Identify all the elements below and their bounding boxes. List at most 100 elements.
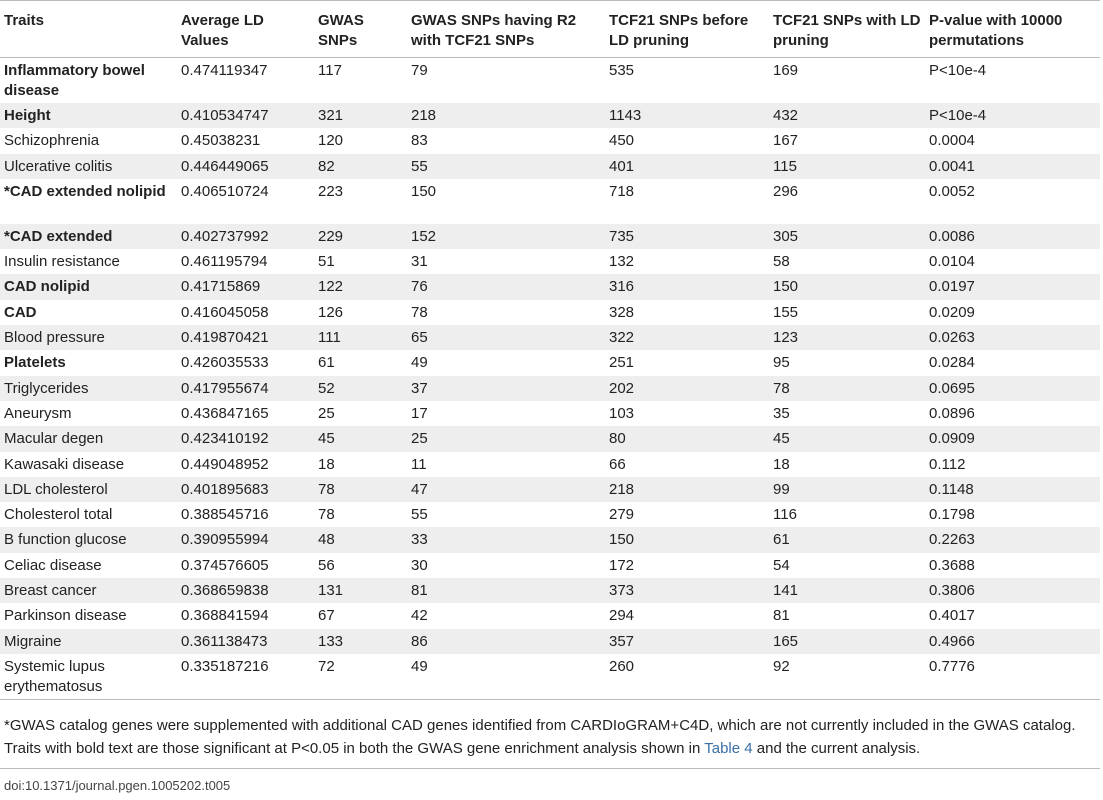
cell-trait: Parkinson disease	[4, 607, 127, 625]
cell-tcf21-pruned: 155	[773, 303, 799, 321]
cell-tcf21-pruned: 169	[773, 62, 799, 79]
cell-average-ld: 0.335187216	[181, 657, 269, 675]
cell-trait: Macular degen	[4, 430, 104, 448]
cell-tcf21-pruned: 78	[773, 379, 790, 397]
cell-gwas-snps: 51	[318, 253, 335, 271]
table-row: *CAD extended 0.402737992 229 152 735 305 0.00…	[0, 223, 1100, 250]
cell-tcf21-pruned: 116	[773, 506, 797, 524]
cell-gwas-r2: 17	[411, 404, 428, 422]
cell-gwas-snps: 82	[318, 157, 335, 175]
cell-p-value: 0.0041	[929, 157, 975, 175]
cell-p-value: 0.4017	[929, 607, 975, 625]
cell-tcf21-before: 150	[609, 531, 635, 549]
cell-gwas-r2: 78	[411, 303, 428, 321]
table-row: Insulin resistance 0.461195794 51 31 132 58 0.…	[0, 249, 1100, 275]
table-row: Blood pressure 0.419870421 111 65 322 123 0.02…	[0, 325, 1100, 351]
cell-gwas-r2: 31	[411, 253, 428, 271]
cell-tcf21-pruned: 61	[773, 531, 790, 549]
cell-p-value: 0.0209	[929, 303, 975, 321]
cell-gwas-snps: 133	[318, 632, 344, 650]
cell-tcf21-before: 535	[609, 62, 635, 79]
cell-p-value: 0.0197	[929, 278, 975, 296]
cell-gwas-snps: 122	[318, 278, 344, 296]
table-row: LDL cholesterol 0.401895683 78 47 218 99 0.114…	[0, 476, 1100, 503]
cell-tcf21-pruned: 432	[773, 107, 799, 124]
cell-average-ld: 0.41715869	[181, 278, 261, 296]
table-row: Kawasaki disease 0.449048952 18 11 66 18 0.112	[0, 451, 1100, 477]
cell-gwas-snps: 126	[318, 303, 344, 321]
cell-tcf21-pruned: 18	[773, 455, 790, 473]
header-tcf21-before: TCF21 SNPs before LD pruning	[605, 0, 769, 58]
cell-average-ld: 0.401895683	[181, 480, 269, 498]
table-row: Celiac disease 0.374576605 56 30 172 54 0.3688	[0, 552, 1100, 579]
table-row: Schizophrenia 0.45038231 120 83 450 167 0.0004	[0, 128, 1100, 154]
cell-trait: Height	[4, 107, 51, 124]
cell-average-ld: 0.417955674	[181, 379, 269, 397]
cell-tcf21-before: 251	[609, 354, 635, 372]
cell-trait: Aneurysm	[4, 404, 72, 422]
cell-p-value: 0.0896	[929, 404, 975, 422]
table-row: CAD 0.416045058 126 78 328 155 0.0209	[0, 299, 1100, 326]
cell-gwas-snps: 45	[318, 430, 335, 448]
cell-tcf21-before: 450	[609, 132, 635, 150]
cell-trait: Insulin resistance	[4, 253, 120, 271]
cell-trait: *CAD extended nolipid	[4, 182, 166, 200]
table-row: Parkinson disease 0.368841594 67 42 294 81 0.4…	[0, 603, 1100, 629]
table-row: Triglycerides 0.417955674 52 37 202 78 0.0695	[0, 375, 1100, 401]
cell-p-value: 0.0284	[929, 354, 975, 372]
cell-tcf21-before: 401	[609, 157, 635, 175]
cell-tcf21-pruned: 45	[773, 430, 790, 448]
header-gwas-snps: GWAS SNPs	[314, 0, 407, 58]
cell-gwas-r2: 47	[411, 480, 428, 498]
cell-average-ld: 0.416045058	[181, 303, 269, 321]
cell-p-value: 0.0104	[929, 253, 975, 271]
cell-p-value: 0.4966	[929, 632, 975, 650]
cell-gwas-r2: 37	[411, 379, 428, 397]
cell-tcf21-pruned: 58	[773, 253, 790, 271]
cell-trait: LDL cholesterol	[4, 480, 108, 498]
table-row: *CAD extended nolipid 0.406510724 223 150 71…	[0, 178, 1100, 224]
cell-tcf21-pruned: 81	[773, 607, 790, 625]
results-table: Traits Average LD Values GWAS SNPs GWAS …	[0, 0, 1100, 700]
cell-gwas-snps: 18	[318, 455, 335, 473]
cell-trait: Breast cancer	[4, 582, 97, 600]
cell-p-value: 0.2263	[929, 531, 975, 549]
cell-tcf21-before: 357	[609, 632, 635, 650]
cell-tcf21-pruned: 99	[773, 480, 790, 498]
cell-tcf21-before: 735	[609, 227, 635, 245]
cell-gwas-r2: 65	[411, 329, 428, 347]
cell-tcf21-pruned: 150	[773, 278, 799, 296]
cell-tcf21-pruned: 165	[773, 632, 799, 650]
cell-average-ld: 0.436847165	[181, 404, 269, 422]
cell-tcf21-before: 316	[609, 278, 635, 296]
cell-tcf21-before: 218	[609, 480, 635, 498]
cell-tcf21-before: 103	[609, 404, 635, 422]
cell-tcf21-pruned: 305	[773, 227, 799, 245]
cell-gwas-snps: 56	[318, 556, 335, 574]
footnote-text-end: and the current analysis.	[752, 740, 921, 757]
cell-p-value: 0.3806	[929, 582, 975, 600]
footnote-text: *GWAS catalog genes were supplemented wi…	[4, 717, 1076, 757]
cell-trait: Cholesterol total	[4, 506, 113, 524]
cell-gwas-r2: 42	[411, 607, 428, 625]
cell-tcf21-pruned: 35	[773, 404, 790, 422]
header-row: Traits Average LD Values GWAS SNPs GWAS …	[0, 0, 1100, 58]
cell-trait: Platelets	[4, 354, 66, 372]
cell-average-ld: 0.368841594	[181, 607, 269, 625]
cell-tcf21-pruned: 296	[773, 182, 799, 200]
cell-trait: CAD nolipid	[4, 278, 90, 296]
cell-p-value: 0.0263	[929, 329, 975, 347]
cell-trait: Triglycerides	[4, 379, 89, 397]
table-row: Height 0.410534747 321 218 1143 432 P<10e-4	[0, 103, 1100, 129]
cell-gwas-r2: 55	[411, 157, 428, 175]
table-4-link[interactable]: Table 4	[704, 740, 753, 757]
cell-gwas-r2: 83	[411, 132, 428, 150]
cell-gwas-r2: 25	[411, 430, 428, 448]
cell-tcf21-before: 373	[609, 582, 635, 600]
cell-average-ld: 0.390955994	[181, 531, 269, 549]
cell-gwas-r2: 49	[411, 657, 428, 675]
cell-tcf21-pruned: 95	[773, 354, 790, 372]
cell-average-ld: 0.449048952	[181, 455, 269, 473]
cell-average-ld: 0.474119347	[181, 62, 268, 79]
cell-gwas-r2: 30	[411, 556, 428, 574]
